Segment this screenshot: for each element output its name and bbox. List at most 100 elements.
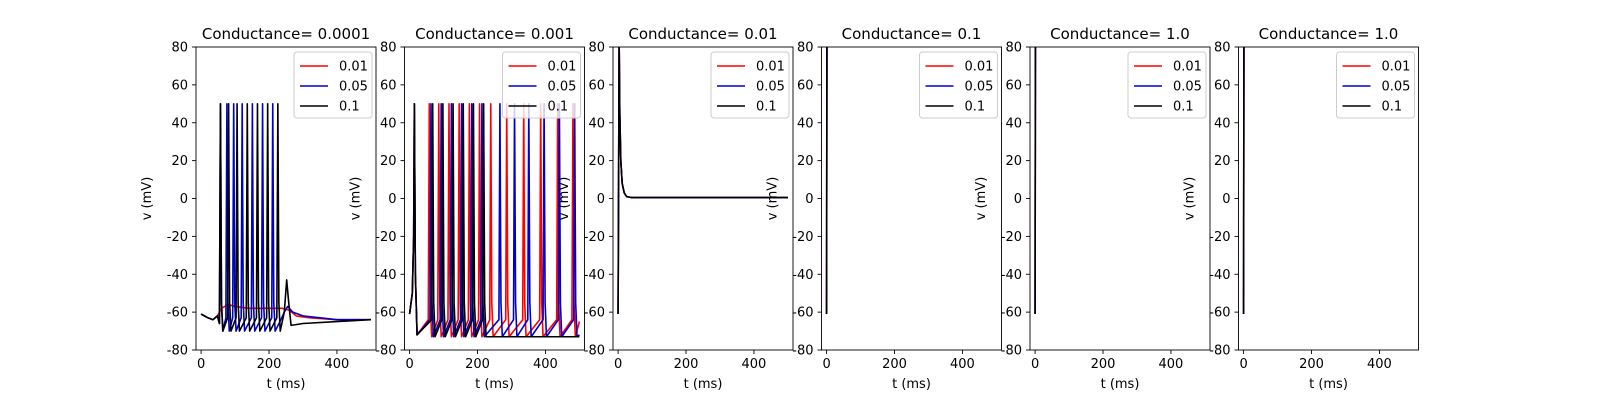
series-group (617, 47, 788, 315)
x-tick-label: 200 (1091, 357, 1116, 372)
y-tick-label: 60 (380, 78, 397, 93)
series-line-0.1 (408, 103, 580, 338)
x-axis-label: t (ms) (892, 377, 931, 392)
y-tick-label: 40 (380, 116, 397, 131)
y-tick-label: -60 (167, 306, 188, 321)
y-tick-label: 80 (588, 41, 605, 56)
legend-box (1127, 51, 1207, 119)
legend-label: 0.01 (339, 60, 368, 75)
x-tick-label: 0 (405, 357, 413, 372)
legend-label: 0.05 (339, 80, 368, 95)
y-tick-label: 20 (588, 154, 605, 169)
x-tick-label: 400 (533, 357, 558, 372)
y-tick-label: 0 (1222, 192, 1230, 207)
legend-box (502, 51, 581, 119)
legend-label: 0.01 (756, 60, 785, 75)
y-tick-label: -40 (1209, 268, 1230, 283)
x-tick-label: 200 (882, 357, 907, 372)
y-tick-label: 0 (1014, 192, 1022, 207)
series-line-0.01 (408, 103, 581, 338)
y-tick-label: 80 (797, 41, 814, 56)
y-axis-label: v (mV) (766, 177, 781, 221)
series-group (1034, 47, 1037, 315)
legend-label: 0.05 (965, 80, 994, 95)
legend-label: 0.01 (548, 60, 577, 75)
chart-title: Conductance= 0.0001 (202, 25, 370, 43)
y-tick-label: -60 (584, 306, 605, 321)
y-tick-label: 0 (388, 192, 396, 207)
y-tick-label: -80 (584, 344, 605, 359)
legend-label: 0.05 (1382, 80, 1411, 95)
series-group (825, 47, 828, 315)
legend-box (919, 51, 998, 119)
y-tick-label: 60 (171, 78, 188, 93)
y-tick-label: 80 (1214, 41, 1231, 56)
y-axis-label: v (mV) (349, 177, 364, 221)
chart-panel-1: -80 -60 -40 -20 0 20 40 60 80 0 200 400 Conductance=… (140, 25, 377, 392)
legend-label: 0.05 (548, 80, 577, 95)
x-axis-label: t (ms) (475, 377, 514, 392)
legend-label: 0.01 (1173, 60, 1202, 75)
y-tick-label: -20 (584, 230, 605, 245)
y-tick-label: -60 (375, 306, 396, 321)
legend-label: 0.05 (1173, 80, 1202, 95)
chart-panel-5: -80 -60 -40 -20 0 20 40 60 80 0 200 400 Conductance=… (974, 25, 1211, 392)
y-tick-label: 80 (171, 41, 188, 56)
series-group (408, 103, 581, 338)
legend-label: 0.1 (1173, 100, 1194, 115)
legend: 0.01 0.05 0.1 (710, 51, 790, 119)
y-axis-label: v (mV) (974, 177, 989, 221)
series-line-0.1 (200, 103, 371, 332)
y-tick-label: 80 (380, 41, 397, 56)
y-tick-label: -20 (167, 230, 188, 245)
y-tick-label: 20 (171, 154, 188, 169)
legend-label: 0.01 (965, 60, 994, 75)
series-line-0.05 (408, 103, 580, 338)
chart-panel-3: -80 -60 -40 -20 0 20 40 60 80 0 200 400 Conductance=… (557, 25, 794, 392)
y-tick-label: -60 (1001, 306, 1022, 321)
y-axis-label: v (mV) (1183, 177, 1198, 221)
x-tick-label: 400 (742, 357, 767, 372)
y-tick-label: -20 (1001, 230, 1022, 245)
x-tick-label: 0 (822, 357, 830, 372)
y-tick-label: 0 (597, 192, 605, 207)
x-tick-label: 200 (465, 357, 490, 372)
y-tick-label: 0 (805, 192, 813, 207)
legend-label: 0.1 (1382, 100, 1403, 115)
y-tick-label: 60 (1005, 78, 1022, 93)
y-tick-label: -20 (1209, 230, 1230, 245)
legend-label: 0.1 (339, 100, 360, 115)
y-tick-label: 40 (171, 116, 188, 131)
series-group (200, 103, 371, 332)
chart-title: Conductance= 0.01 (628, 25, 777, 43)
x-tick-label: 0 (1239, 357, 1247, 372)
y-tick-label: -80 (1209, 344, 1230, 359)
y-tick-label: -40 (792, 268, 813, 283)
y-tick-label: 60 (797, 78, 814, 93)
x-tick-label: 0 (197, 357, 205, 372)
y-tick-label: -40 (375, 268, 396, 283)
x-tick-label: 400 (325, 357, 350, 372)
y-tick-label: -20 (375, 230, 396, 245)
legend-label: 0.1 (965, 100, 986, 115)
y-tick-label: -40 (584, 268, 605, 283)
y-tick-label: -60 (792, 306, 813, 321)
legend: 0.01 0.05 0.1 (293, 51, 373, 119)
y-tick-label: 40 (588, 116, 605, 131)
series-line-0.1 (1242, 47, 1245, 315)
y-tick-label: -80 (167, 344, 188, 359)
chart-title: Conductance= 1.0 (1050, 25, 1190, 43)
chart-title: Conductance= 1.0 (1259, 25, 1399, 43)
y-tick-label: -80 (375, 344, 396, 359)
x-tick-label: 400 (950, 357, 975, 372)
legend: 0.01 0.05 0.1 (502, 51, 581, 119)
chart-panel-4: -80 -60 -40 -20 0 20 40 60 80 0 200 400 Conductance=… (766, 25, 1002, 392)
y-tick-label: 20 (1005, 154, 1022, 169)
y-tick-label: -40 (1001, 268, 1022, 283)
x-tick-label: 200 (257, 357, 282, 372)
y-tick-label: -80 (792, 344, 813, 359)
y-tick-label: 80 (1005, 41, 1022, 56)
y-tick-label: 40 (797, 116, 814, 131)
x-axis-label: t (ms) (684, 377, 723, 392)
